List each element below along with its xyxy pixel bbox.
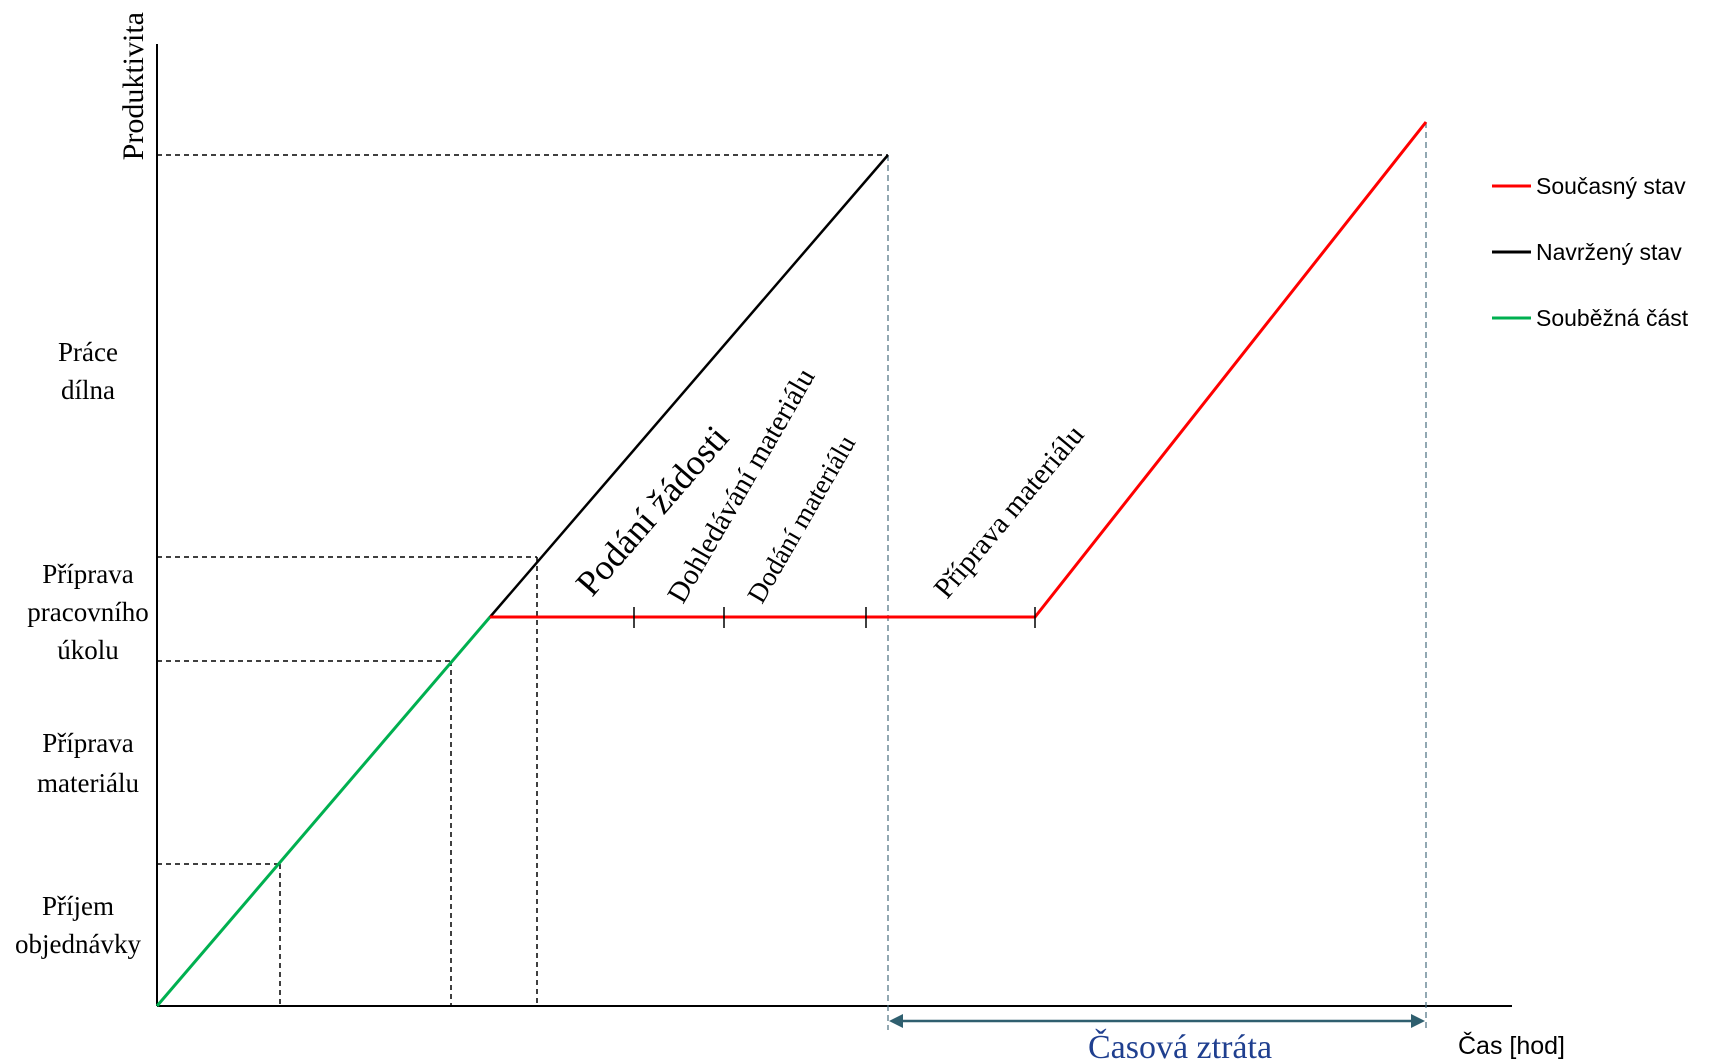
level-label-material-line2: materiálu xyxy=(37,768,139,798)
legend-label-parallel: Souběžná část xyxy=(1536,305,1689,331)
level-label-ukol-line3: úkolu xyxy=(57,635,119,665)
legend-item-parallel: Souběžná část xyxy=(1492,305,1689,331)
time-loss-arrow xyxy=(889,1014,1425,1028)
legend-item-proposed: Navržený stav xyxy=(1492,239,1682,265)
level-label-prijem-line2: objednávky xyxy=(15,929,141,959)
legend-label-proposed: Navržený stav xyxy=(1536,239,1682,265)
x-axis-title: Čas [hod] xyxy=(1458,1031,1565,1060)
level-label-prace-line1: Práce xyxy=(58,337,118,367)
proposed-line xyxy=(489,154,889,618)
level-label-ukol-line2: pracovního xyxy=(27,597,148,627)
level-label-prace-line2: dílna xyxy=(61,375,115,405)
legend-label-current: Současný stav xyxy=(1536,173,1686,199)
time-loss-arrowhead-left xyxy=(889,1014,903,1028)
time-loss-label: Časová ztráta xyxy=(1088,1028,1272,1061)
legend: Současný stav Navržený stav Souběžná čás… xyxy=(1492,173,1689,331)
legend-item-current: Současný stav xyxy=(1492,173,1686,199)
y-level-labels: Práce dílna Příprava pracovního úkolu Př… xyxy=(15,337,149,959)
level-label-material-line1: Příprava xyxy=(42,728,133,758)
time-loss-guides xyxy=(887,122,1427,1030)
level-label-ukol-line1: Příprava xyxy=(42,559,133,589)
level-guides xyxy=(157,154,888,1006)
time-loss-arrowhead-right xyxy=(1411,1014,1425,1028)
y-axis-title: Produktivita xyxy=(117,12,150,160)
segment-ticks xyxy=(633,607,1036,628)
level-label-prijem-line1: Příjem xyxy=(42,891,114,921)
parallel-line xyxy=(155,616,492,1007)
